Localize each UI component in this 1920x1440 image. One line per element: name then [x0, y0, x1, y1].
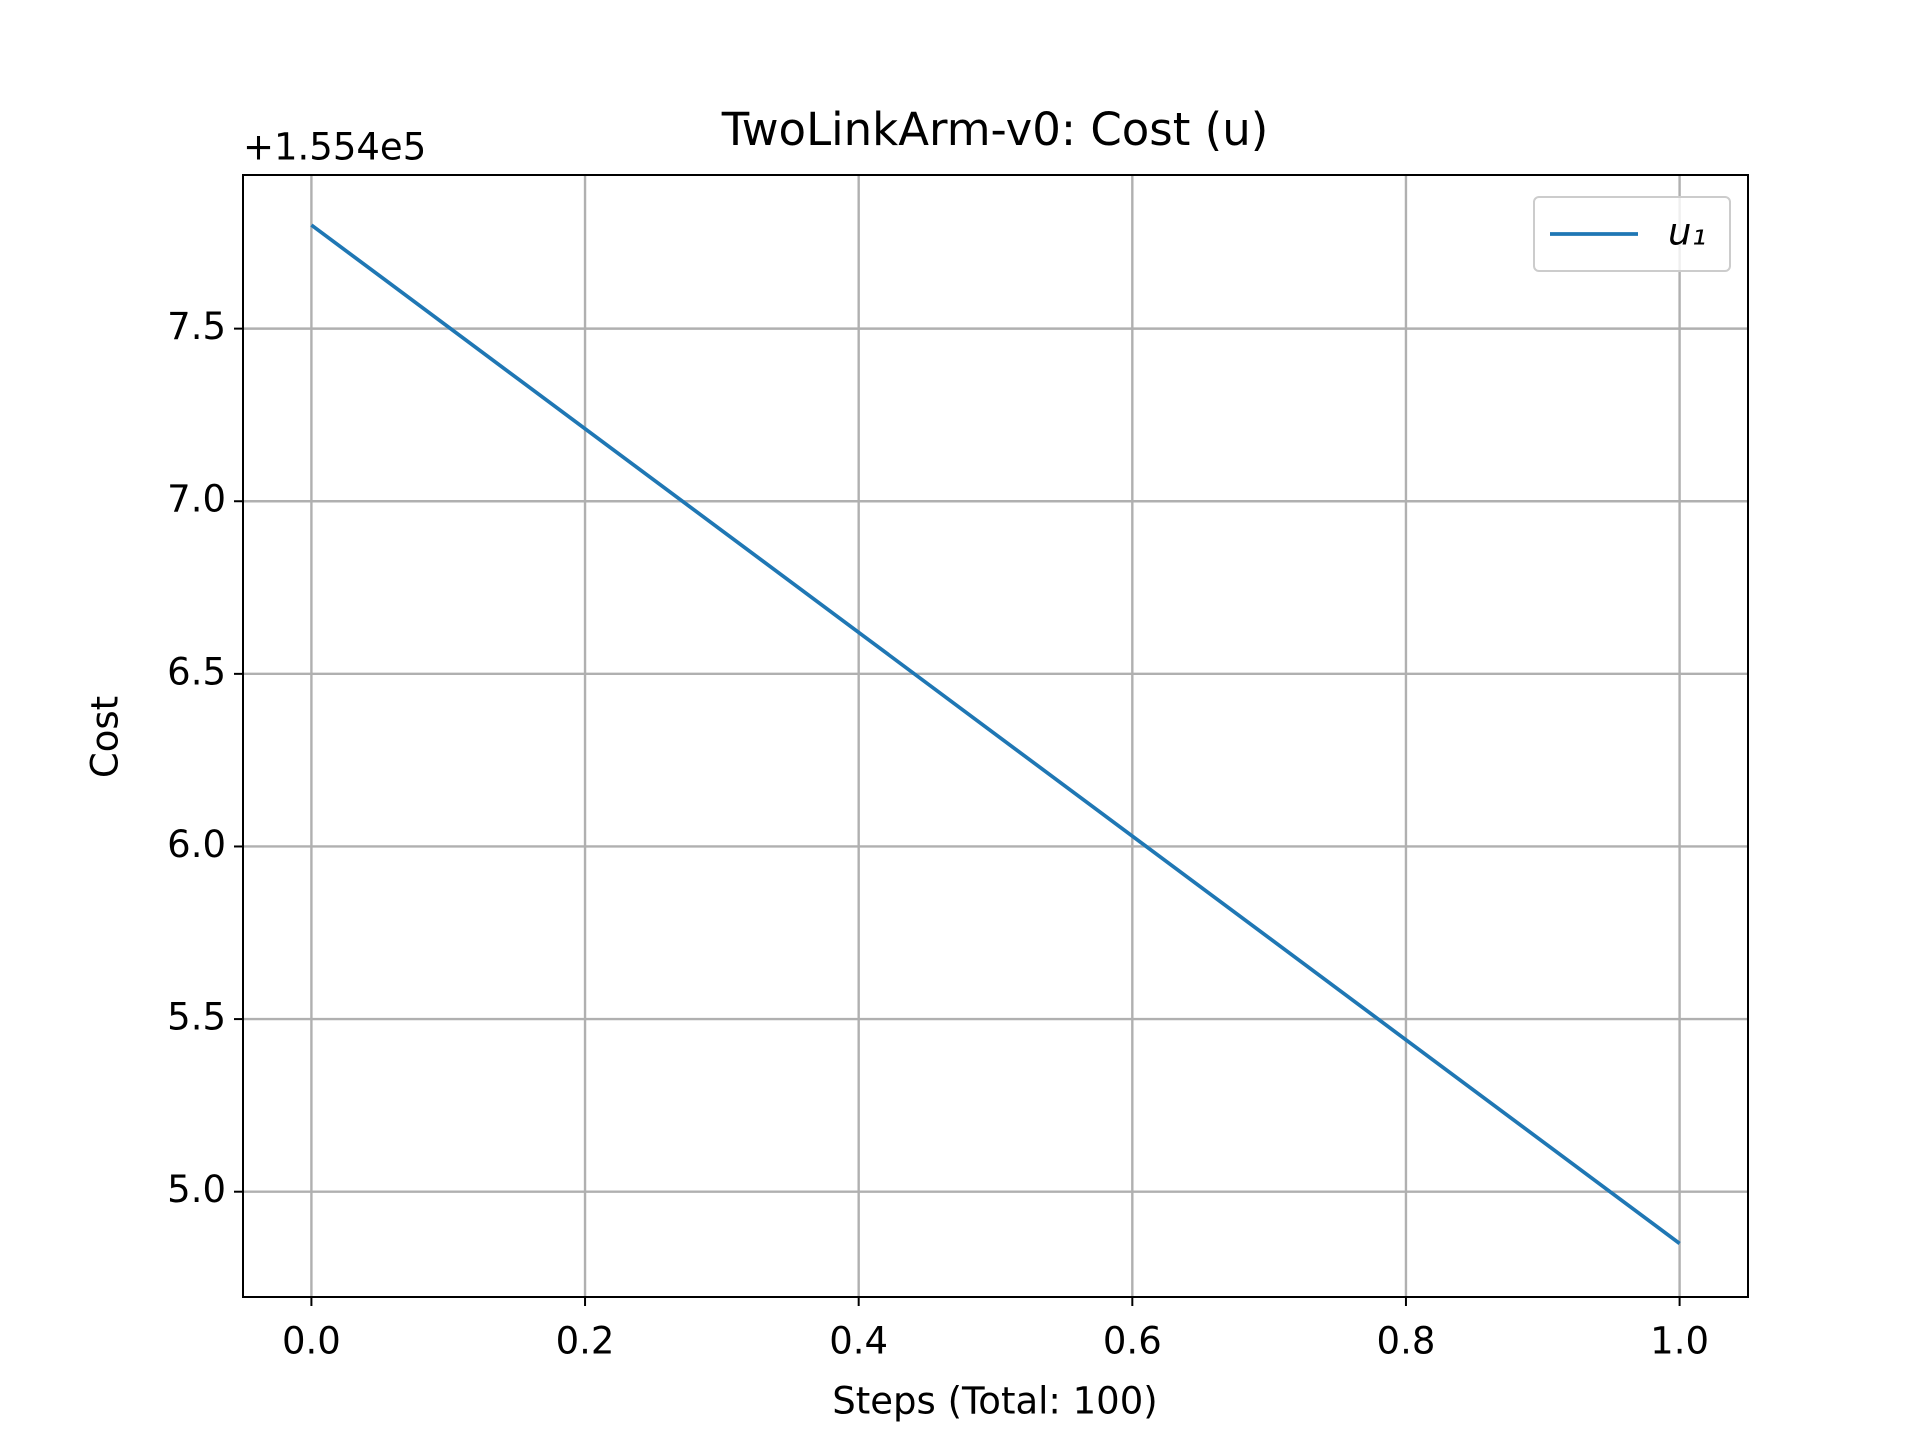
- y-tick-label: 7.0: [167, 478, 226, 521]
- x-tick-label: 1.0: [1650, 1320, 1709, 1363]
- y-axis-label: Cost: [84, 696, 127, 778]
- chart-title: TwoLinkArm-v0: Cost (u): [721, 103, 1269, 156]
- y-tick-label: 5.5: [167, 996, 226, 1039]
- x-tick-label: 0.0: [282, 1320, 341, 1363]
- y-tick-label: 6.5: [167, 650, 226, 693]
- x-tick-label: 0.8: [1377, 1320, 1436, 1363]
- y-offset-label: +1.554e5: [243, 126, 426, 169]
- y-tick-label: 7.5: [167, 305, 226, 348]
- x-tick-label: 0.6: [1103, 1320, 1162, 1363]
- plot-frame: [242, 174, 1749, 1298]
- x-tick-label: 0.2: [556, 1320, 615, 1363]
- x-axis-label: Steps (Total: 100): [832, 1380, 1157, 1423]
- x-tick-label: 0.4: [829, 1320, 888, 1363]
- legend-label: u₁: [1668, 211, 1706, 254]
- y-tick-label: 5.0: [167, 1168, 226, 1211]
- y-tick-label: 6.0: [167, 823, 226, 866]
- data-line: [310, 223, 1681, 1245]
